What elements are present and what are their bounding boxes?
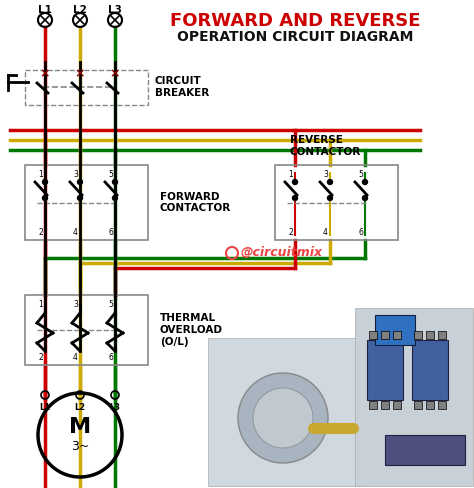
Text: ×: × [75, 67, 85, 81]
Text: 6: 6 [358, 228, 363, 237]
Bar [381, 331, 389, 339]
Text: L1: L1 [38, 5, 52, 15]
Bar [25, 165, 148, 240]
Bar [355, 308, 473, 486]
Text: L3: L3 [109, 403, 120, 412]
Text: REVERSE
CONTACTOR: REVERSE CONTACTOR [290, 135, 361, 157]
Text: L2: L2 [74, 403, 86, 412]
Circle shape [328, 196, 332, 201]
Text: 3: 3 [73, 300, 78, 309]
Bar [426, 401, 434, 409]
Bar [275, 165, 398, 240]
Text: THERMAL
OVERLOAD
(O/L): THERMAL OVERLOAD (O/L) [160, 313, 223, 346]
Text: 4: 4 [73, 353, 78, 362]
Text: 4: 4 [73, 228, 78, 237]
Text: 2: 2 [288, 228, 293, 237]
Text: L1: L1 [39, 403, 51, 412]
Bar [369, 401, 377, 409]
Circle shape [43, 180, 47, 184]
Text: @circuitmix: @circuitmix [240, 246, 322, 260]
Text: 5: 5 [108, 300, 113, 309]
Text: 3~: 3~ [71, 441, 89, 453]
Bar [438, 401, 446, 409]
Circle shape [292, 180, 298, 184]
Bar [414, 331, 422, 339]
Bar [25, 70, 148, 105]
Text: CIRCUIT
BREAKER: CIRCUIT BREAKER [155, 76, 209, 98]
Bar [438, 331, 446, 339]
Text: L2: L2 [73, 5, 87, 15]
Bar [25, 295, 148, 365]
Bar [381, 401, 389, 409]
Text: ×: × [110, 67, 120, 81]
Circle shape [238, 373, 328, 463]
Bar [375, 315, 415, 345]
Circle shape [78, 196, 82, 201]
Text: 1: 1 [38, 170, 43, 179]
Text: FORWARD
CONTACTOR: FORWARD CONTACTOR [160, 192, 231, 213]
Circle shape [363, 180, 367, 184]
Text: L3: L3 [108, 5, 122, 15]
Bar [426, 331, 434, 339]
Bar [208, 338, 363, 486]
Circle shape [292, 196, 298, 201]
Text: ×: × [40, 67, 50, 81]
Bar [393, 331, 401, 339]
Circle shape [78, 180, 82, 184]
Bar [367, 340, 403, 400]
Bar [414, 401, 422, 409]
Text: 6: 6 [108, 353, 113, 362]
Text: 5: 5 [108, 170, 113, 179]
Circle shape [112, 196, 118, 201]
Text: 2: 2 [38, 353, 43, 362]
Text: 4: 4 [323, 228, 328, 237]
Circle shape [253, 388, 313, 448]
Text: OPERATION CIRCUIT DIAGRAM: OPERATION CIRCUIT DIAGRAM [177, 30, 413, 44]
Circle shape [43, 196, 47, 201]
Text: 3: 3 [73, 170, 78, 179]
Text: M: M [69, 417, 91, 437]
Circle shape [363, 196, 367, 201]
Circle shape [328, 180, 332, 184]
Text: FORWARD AND REVERSE: FORWARD AND REVERSE [170, 12, 420, 30]
Bar [369, 331, 377, 339]
Text: 2: 2 [38, 228, 43, 237]
Bar [412, 340, 448, 400]
Text: 1: 1 [38, 300, 43, 309]
Text: 3: 3 [323, 170, 328, 179]
Bar [385, 435, 465, 465]
Text: 6: 6 [108, 228, 113, 237]
Text: 5: 5 [358, 170, 363, 179]
Bar [393, 401, 401, 409]
Text: 1: 1 [288, 170, 293, 179]
Circle shape [112, 180, 118, 184]
